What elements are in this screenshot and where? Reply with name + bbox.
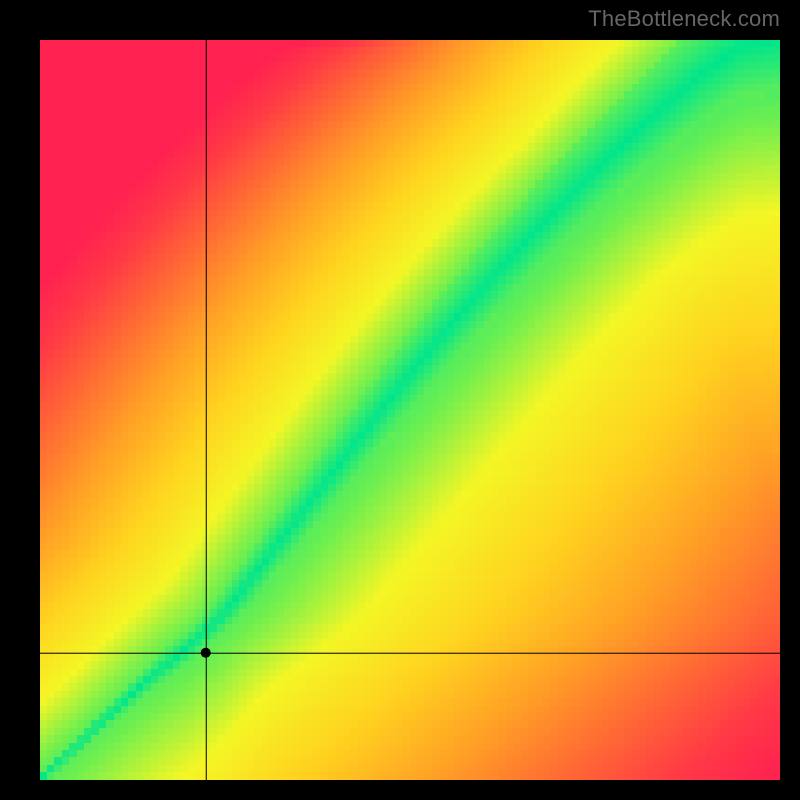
bottleneck-heatmap bbox=[40, 40, 780, 780]
watermark-text: TheBottleneck.com bbox=[588, 6, 780, 32]
